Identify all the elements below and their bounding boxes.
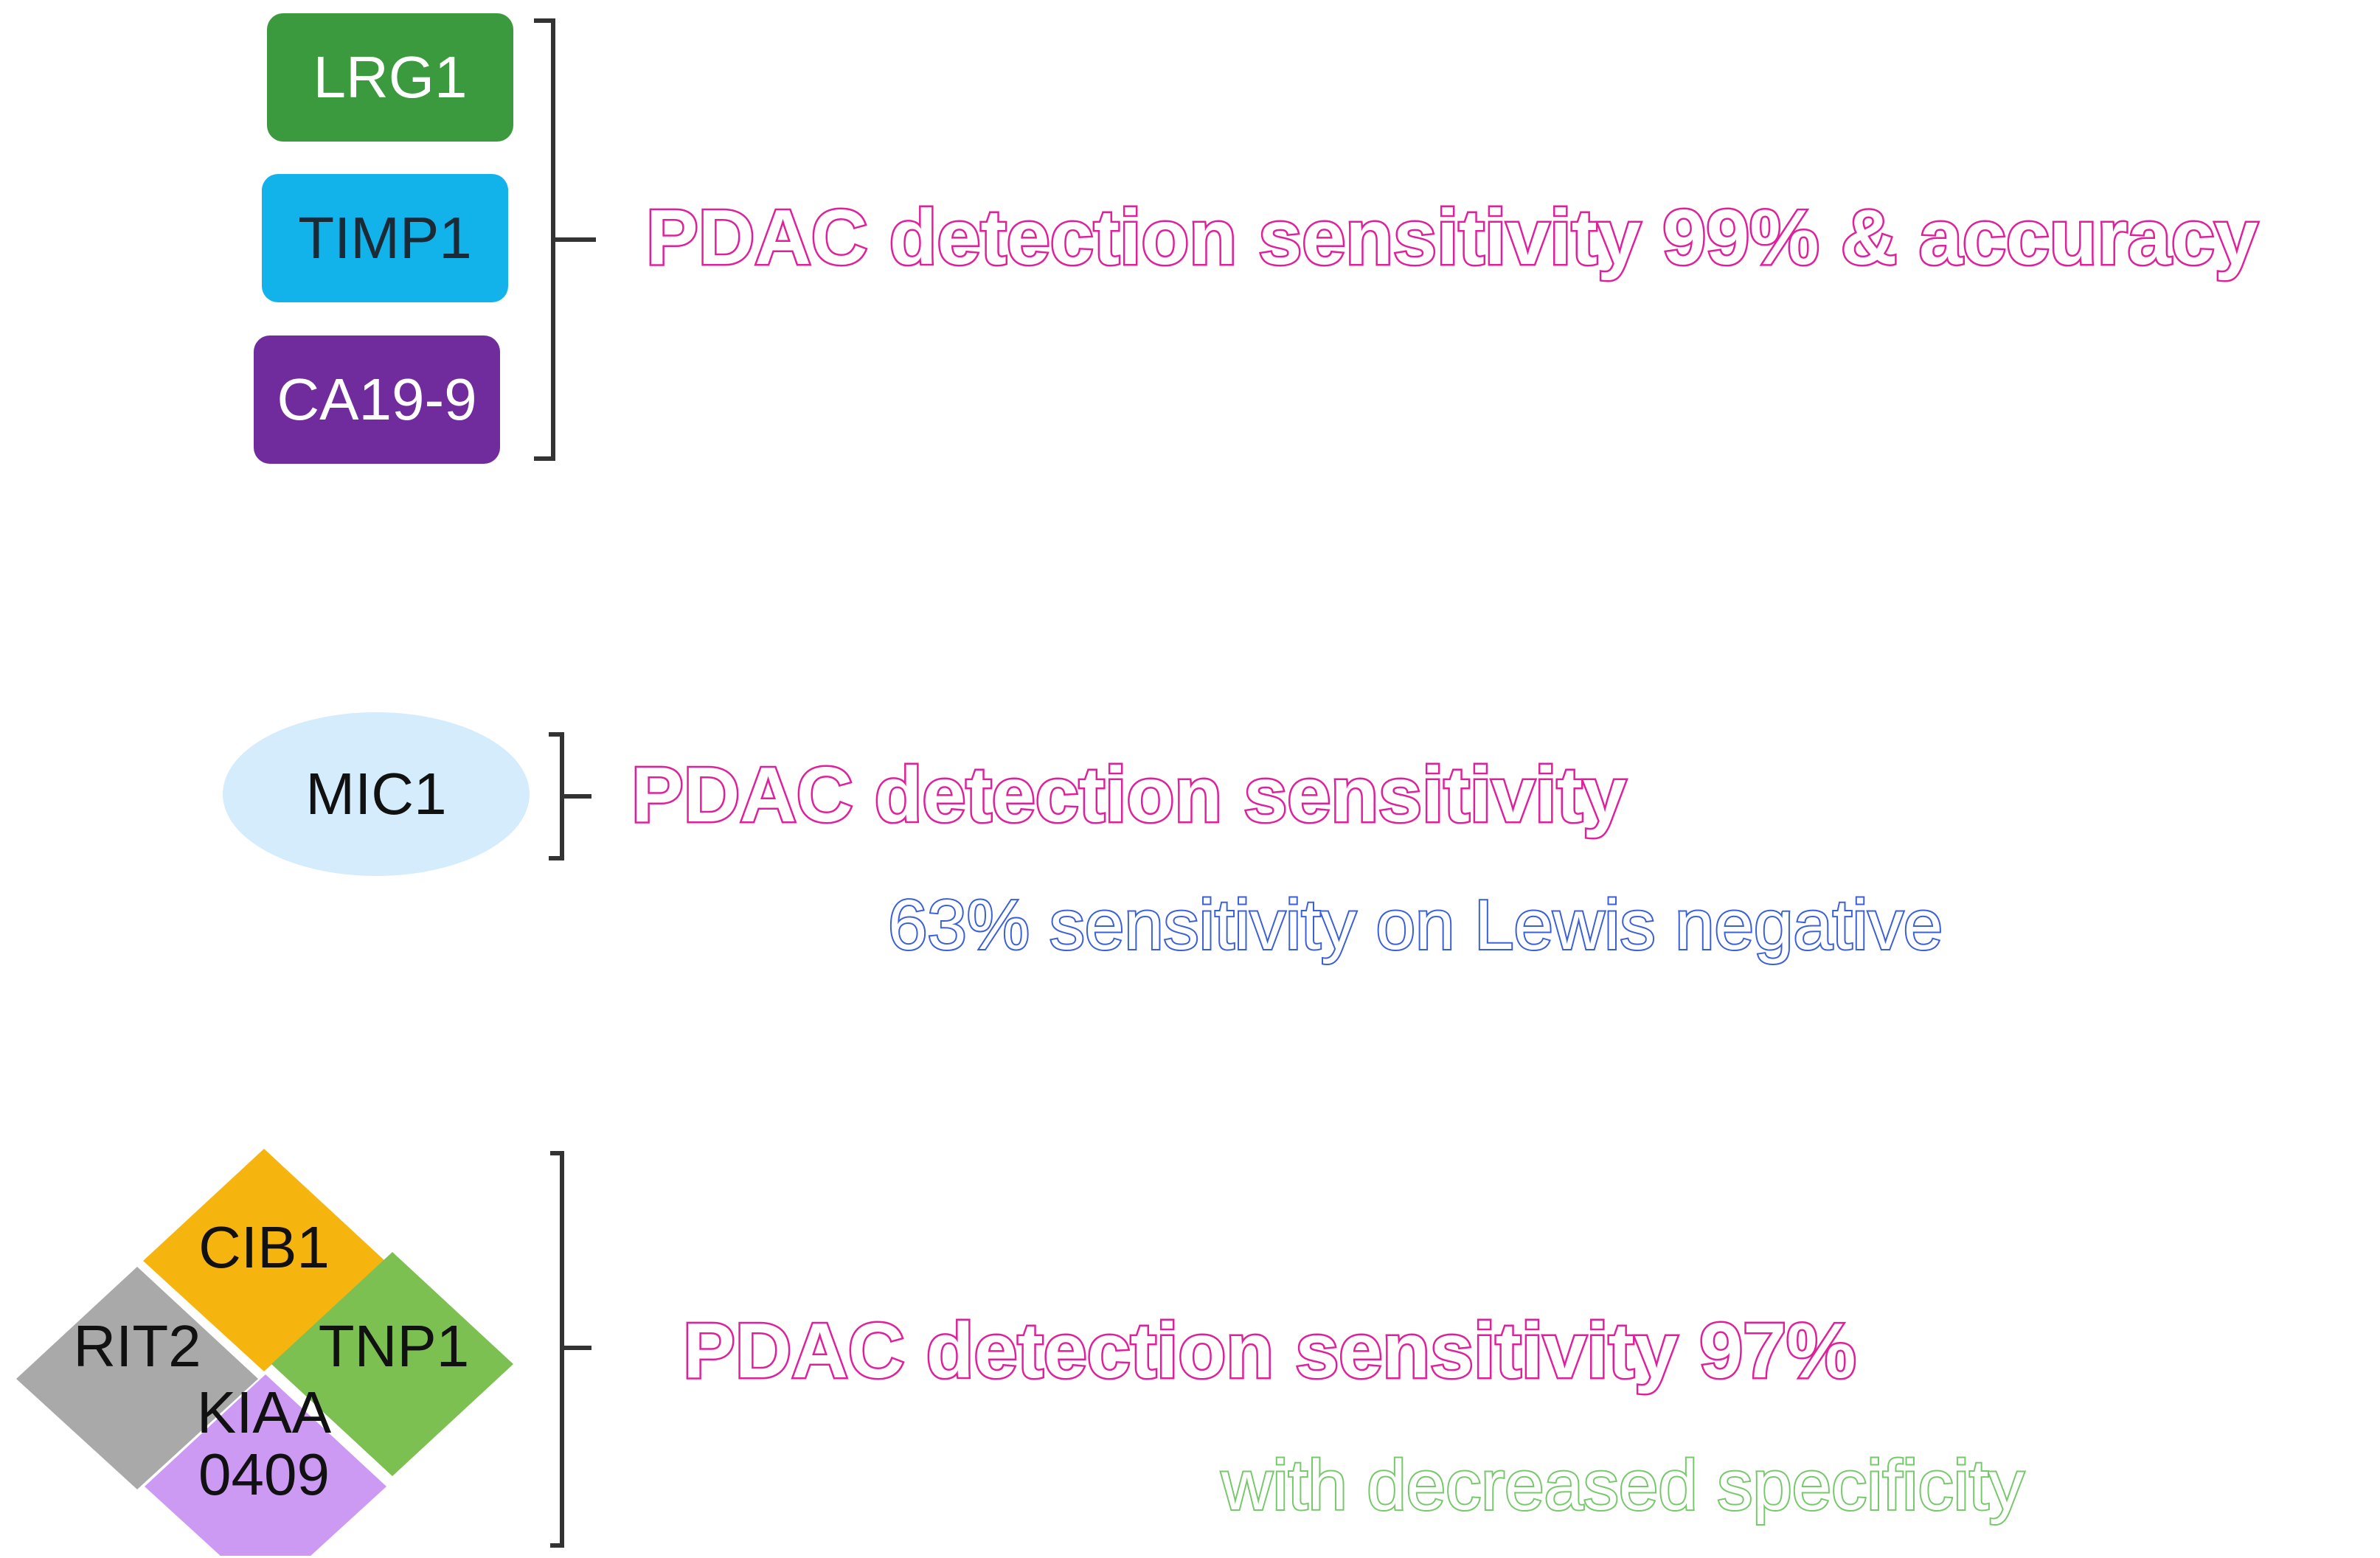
result-group1: PDAC detection sensitivity 99% & accurac… [645, 192, 2261, 283]
result-group3: PDAC detection sensitivity 97% [681, 1306, 1857, 1397]
marker-mic1: MIC1 [223, 712, 530, 876]
bracket-group1 [534, 18, 596, 461]
label-cib1: CIB1 [198, 1214, 330, 1280]
diamond-kiaa0409 [145, 1374, 386, 1556]
diamond-cluster [16, 1149, 513, 1556]
note-group2: 63% sensitivity on Lewis negative [887, 884, 1944, 966]
note-group3: with decreased specificity [1220, 1444, 2025, 1526]
bracket-group3 [550, 1151, 591, 1548]
marker-timp1: TIMP1 [262, 174, 508, 302]
label-kiaa-line2: 0409 [198, 1442, 330, 1507]
diamond-tnp1 [271, 1252, 513, 1476]
label-kiaa0409: KIAA 0409 [183, 1382, 345, 1506]
marker-ca19-9: CA19-9 [254, 335, 500, 464]
label-rit2: RIT2 [73, 1313, 201, 1379]
label-kiaa-line1: KIAA [196, 1380, 332, 1445]
bracket-group2 [549, 732, 591, 860]
diamond-rit2 [16, 1267, 258, 1489]
label-tnp1: TNP1 [318, 1313, 470, 1379]
marker-lrg1: LRG1 [267, 13, 513, 142]
result-group2: PDAC detection sensitivity [630, 750, 1628, 841]
